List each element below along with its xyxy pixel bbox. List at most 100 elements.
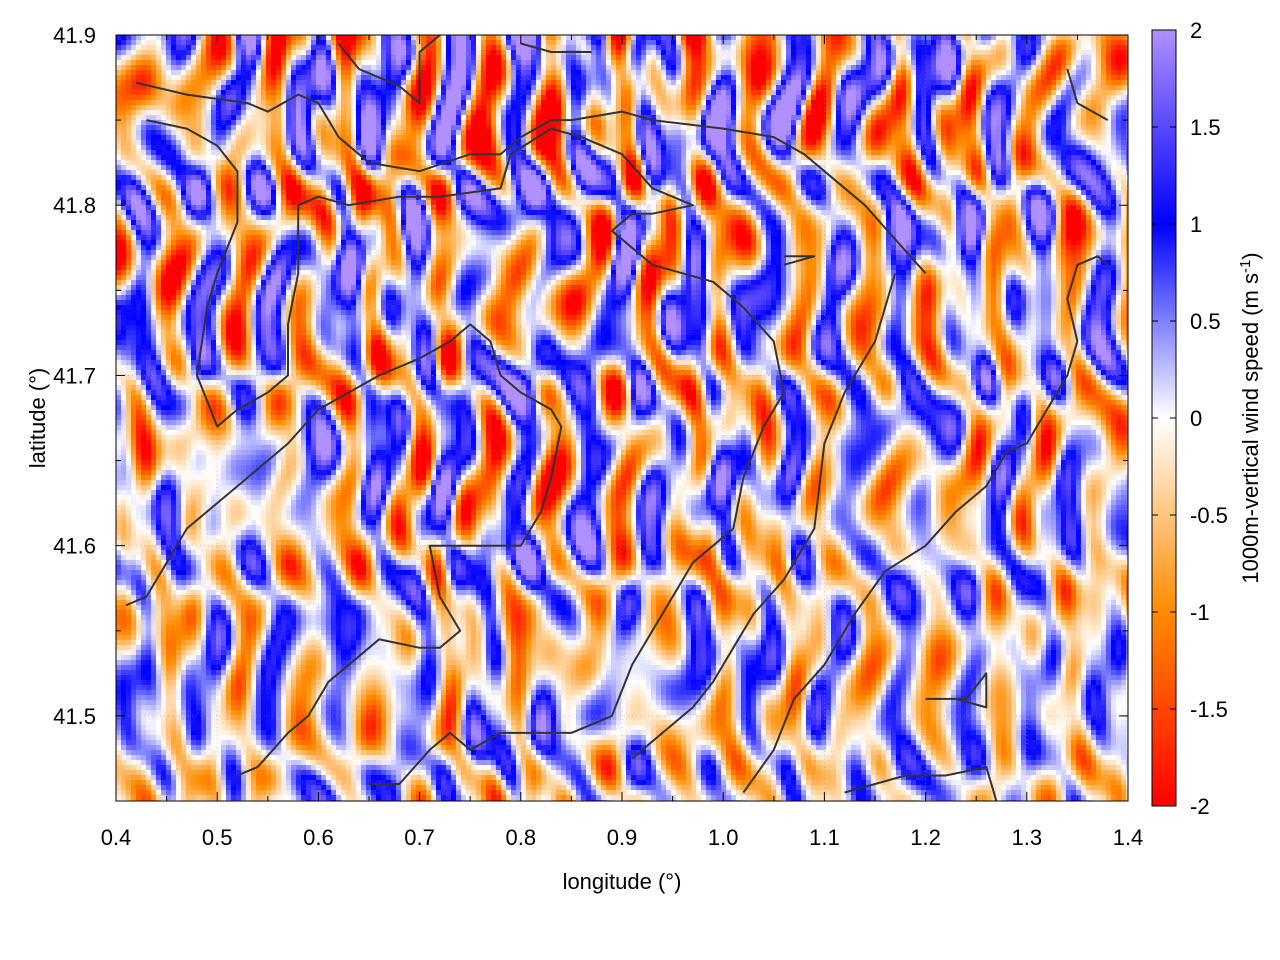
heatmap-cell bbox=[411, 35, 416, 40]
heatmap-cell bbox=[991, 40, 996, 45]
heatmap-cell bbox=[541, 115, 546, 120]
heatmap-cell bbox=[286, 145, 291, 150]
heatmap-cell bbox=[146, 60, 151, 65]
heatmap-cell bbox=[356, 75, 361, 80]
heatmap-cell bbox=[436, 115, 441, 120]
heatmap-cell bbox=[941, 55, 946, 60]
heatmap-cell bbox=[166, 55, 171, 60]
heatmap-cell bbox=[306, 80, 311, 85]
heatmap-cell bbox=[616, 55, 621, 60]
heatmap-cell bbox=[676, 115, 681, 120]
heatmap-cell bbox=[961, 95, 966, 100]
heatmap-cell bbox=[131, 55, 136, 60]
heatmap-cell bbox=[866, 130, 871, 135]
heatmap-cell bbox=[301, 140, 306, 145]
heatmap-cell bbox=[396, 65, 401, 70]
heatmap-cell bbox=[306, 75, 311, 80]
heatmap-cell bbox=[666, 125, 671, 130]
heatmap-cell bbox=[336, 60, 341, 65]
heatmap-cell bbox=[881, 125, 886, 130]
heatmap-cell bbox=[516, 130, 521, 135]
heatmap-cell bbox=[561, 65, 566, 70]
heatmap-cell bbox=[741, 40, 746, 45]
heatmap-cell bbox=[241, 95, 246, 100]
heatmap-cell bbox=[296, 135, 301, 140]
heatmap-cell bbox=[766, 40, 771, 45]
heatmap-cell bbox=[211, 40, 216, 45]
heatmap-cell bbox=[611, 100, 616, 105]
heatmap-cell bbox=[1041, 145, 1046, 150]
heatmap-cell bbox=[541, 100, 546, 105]
heatmap-cell bbox=[751, 145, 756, 150]
heatmap-cell bbox=[986, 85, 991, 90]
heatmap-cell bbox=[551, 45, 556, 50]
heatmap-cell bbox=[406, 115, 411, 120]
heatmap-cell bbox=[241, 90, 246, 95]
heatmap-cell bbox=[1061, 95, 1066, 100]
heatmap-cell bbox=[961, 90, 966, 95]
heatmap-cell bbox=[786, 65, 791, 70]
heatmap-cell bbox=[236, 150, 241, 155]
heatmap-cell bbox=[961, 100, 966, 105]
heatmap-cell bbox=[256, 80, 261, 85]
heatmap-cell bbox=[466, 65, 471, 70]
heatmap-cell bbox=[861, 140, 866, 145]
heatmap-cell bbox=[296, 120, 301, 125]
heatmap-cell bbox=[1046, 145, 1051, 150]
heatmap-cell bbox=[646, 90, 651, 95]
heatmap-cell bbox=[486, 145, 491, 150]
heatmap-cell bbox=[1056, 115, 1061, 120]
heatmap-cell bbox=[316, 110, 321, 115]
heatmap-cell bbox=[491, 90, 496, 95]
heatmap-cell bbox=[681, 75, 686, 80]
heatmap-cell bbox=[936, 115, 941, 120]
heatmap-cell bbox=[271, 125, 276, 130]
heatmap-cell bbox=[396, 140, 401, 145]
heatmap-cell bbox=[636, 125, 641, 130]
heatmap-cell bbox=[471, 130, 476, 135]
heatmap-cell bbox=[576, 150, 581, 155]
heatmap-cell bbox=[936, 105, 941, 110]
heatmap-cell bbox=[291, 75, 296, 80]
heatmap-cell bbox=[1086, 50, 1091, 55]
heatmap-cell bbox=[521, 120, 526, 125]
heatmap-cell bbox=[1006, 100, 1011, 105]
heatmap-cell bbox=[401, 80, 406, 85]
heatmap-cell bbox=[466, 115, 471, 120]
heatmap-cell bbox=[1091, 80, 1096, 85]
heatmap-cell bbox=[991, 50, 996, 55]
heatmap-cell bbox=[756, 120, 761, 125]
heatmap-cell bbox=[636, 130, 641, 135]
heatmap-cell bbox=[656, 140, 661, 145]
heatmap-cell bbox=[416, 120, 421, 125]
heatmap-cell bbox=[746, 85, 751, 90]
heatmap-cell bbox=[431, 90, 436, 95]
heatmap-cell bbox=[566, 95, 571, 100]
heatmap-cell bbox=[901, 80, 906, 85]
heatmap-cell bbox=[801, 60, 806, 65]
heatmap-cell bbox=[471, 35, 476, 40]
heatmap-cell bbox=[501, 65, 506, 70]
heatmap-cell bbox=[691, 60, 696, 65]
heatmap-cell bbox=[1041, 80, 1046, 85]
heatmap-cell bbox=[966, 115, 971, 120]
heatmap-cell bbox=[1106, 80, 1111, 85]
heatmap-cell bbox=[1011, 135, 1016, 140]
heatmap-cell bbox=[181, 150, 186, 155]
heatmap-cell bbox=[491, 70, 496, 75]
heatmap-cell bbox=[521, 100, 526, 105]
heatmap-cell bbox=[1101, 70, 1106, 75]
heatmap-cell bbox=[621, 130, 626, 135]
heatmap-cell bbox=[601, 35, 606, 40]
heatmap-cell bbox=[246, 120, 251, 125]
heatmap-cell bbox=[406, 110, 411, 115]
heatmap-cell bbox=[341, 60, 346, 65]
heatmap-cell bbox=[631, 105, 636, 110]
heatmap-cell bbox=[476, 85, 481, 90]
heatmap-cell bbox=[861, 40, 866, 45]
heatmap-cell bbox=[656, 115, 661, 120]
heatmap-cell bbox=[891, 70, 896, 75]
heatmap-cell bbox=[506, 35, 511, 40]
heatmap-cell bbox=[931, 55, 936, 60]
heatmap-cell bbox=[261, 100, 266, 105]
